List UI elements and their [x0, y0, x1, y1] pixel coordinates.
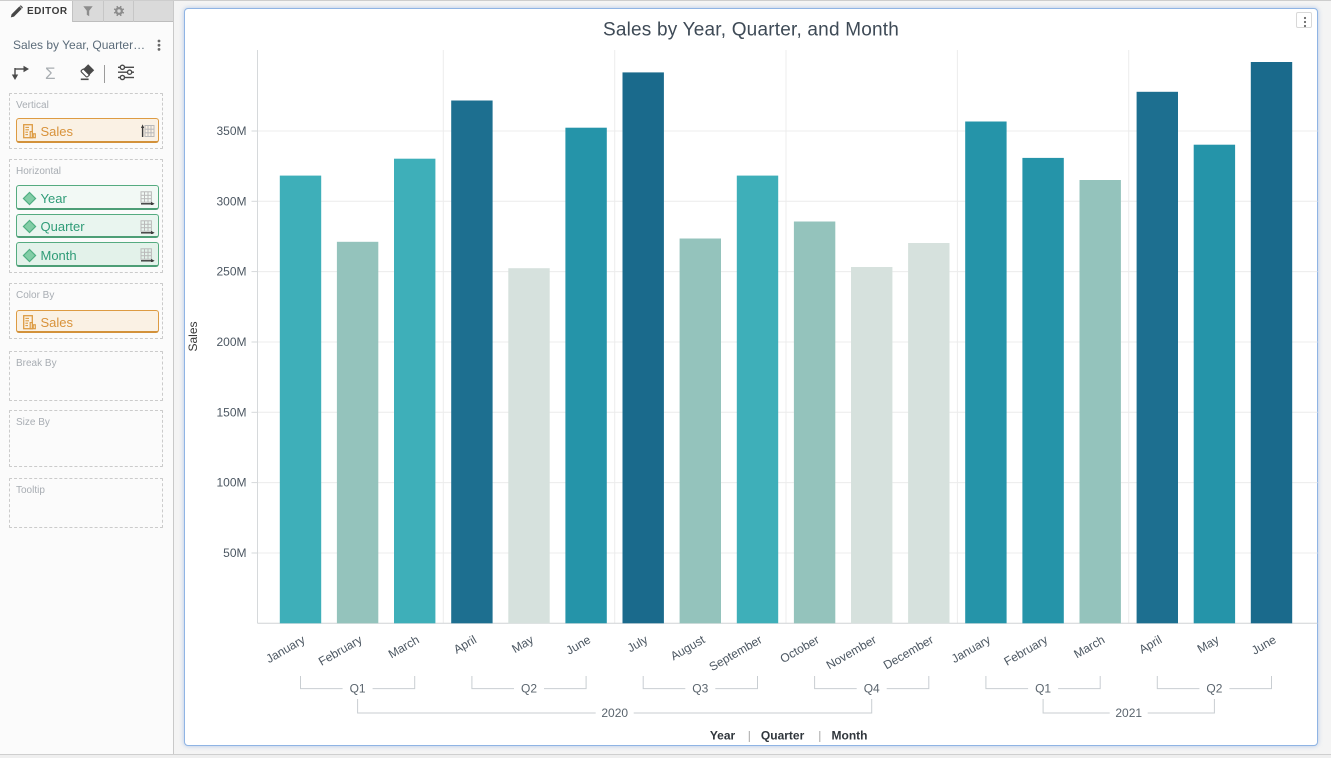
svg-text:Q3: Q3	[692, 682, 708, 696]
svg-text:2020: 2020	[601, 706, 628, 720]
svg-text:|: |	[818, 729, 821, 743]
svg-text:April: April	[451, 632, 479, 656]
svg-text:May: May	[1195, 632, 1222, 655]
svg-text:February: February	[316, 632, 365, 668]
svg-text:Month: Month	[832, 729, 868, 743]
svg-text:March: March	[1071, 632, 1107, 661]
svg-text:2021: 2021	[1115, 706, 1142, 720]
svg-text:Q4: Q4	[864, 682, 880, 696]
svg-text:Quarter: Quarter	[761, 729, 805, 743]
svg-text:April: April	[1137, 632, 1165, 656]
svg-text:December: December	[881, 632, 936, 672]
svg-text:Sales by Year, Quarter, and Mo: Sales by Year, Quarter, and Month	[603, 20, 899, 41]
svg-text:March: March	[386, 632, 422, 661]
svg-text:350M: 350M	[216, 124, 246, 138]
svg-text:300M: 300M	[216, 194, 246, 208]
svg-text:Q1: Q1	[1035, 682, 1051, 696]
svg-text:100M: 100M	[216, 476, 246, 490]
svg-text:Q1: Q1	[350, 682, 366, 696]
svg-text:Σ: Σ	[45, 64, 56, 83]
svg-text:January: January	[949, 632, 993, 665]
svg-text:February: February	[1002, 632, 1051, 668]
svg-text:August: August	[668, 632, 708, 663]
svg-text:150M: 150M	[216, 405, 246, 419]
svg-text:50M: 50M	[223, 546, 246, 560]
svg-text:Sales: Sales	[186, 321, 200, 351]
svg-text:June: June	[1249, 632, 1279, 657]
svg-text:|: |	[748, 729, 751, 743]
svg-text:September: September	[707, 632, 765, 673]
svg-text:November: November	[824, 632, 879, 672]
svg-text:200M: 200M	[216, 335, 246, 349]
svg-text:250M: 250M	[216, 265, 246, 279]
svg-text:Q2: Q2	[1206, 682, 1222, 696]
svg-text:January: January	[264, 632, 308, 665]
svg-text:Q2: Q2	[521, 682, 537, 696]
svg-text:June: June	[564, 632, 594, 657]
svg-text:Year: Year	[710, 729, 736, 743]
svg-text:October: October	[778, 632, 822, 665]
svg-text:July: July	[625, 632, 650, 655]
svg-text:May: May	[509, 632, 536, 655]
